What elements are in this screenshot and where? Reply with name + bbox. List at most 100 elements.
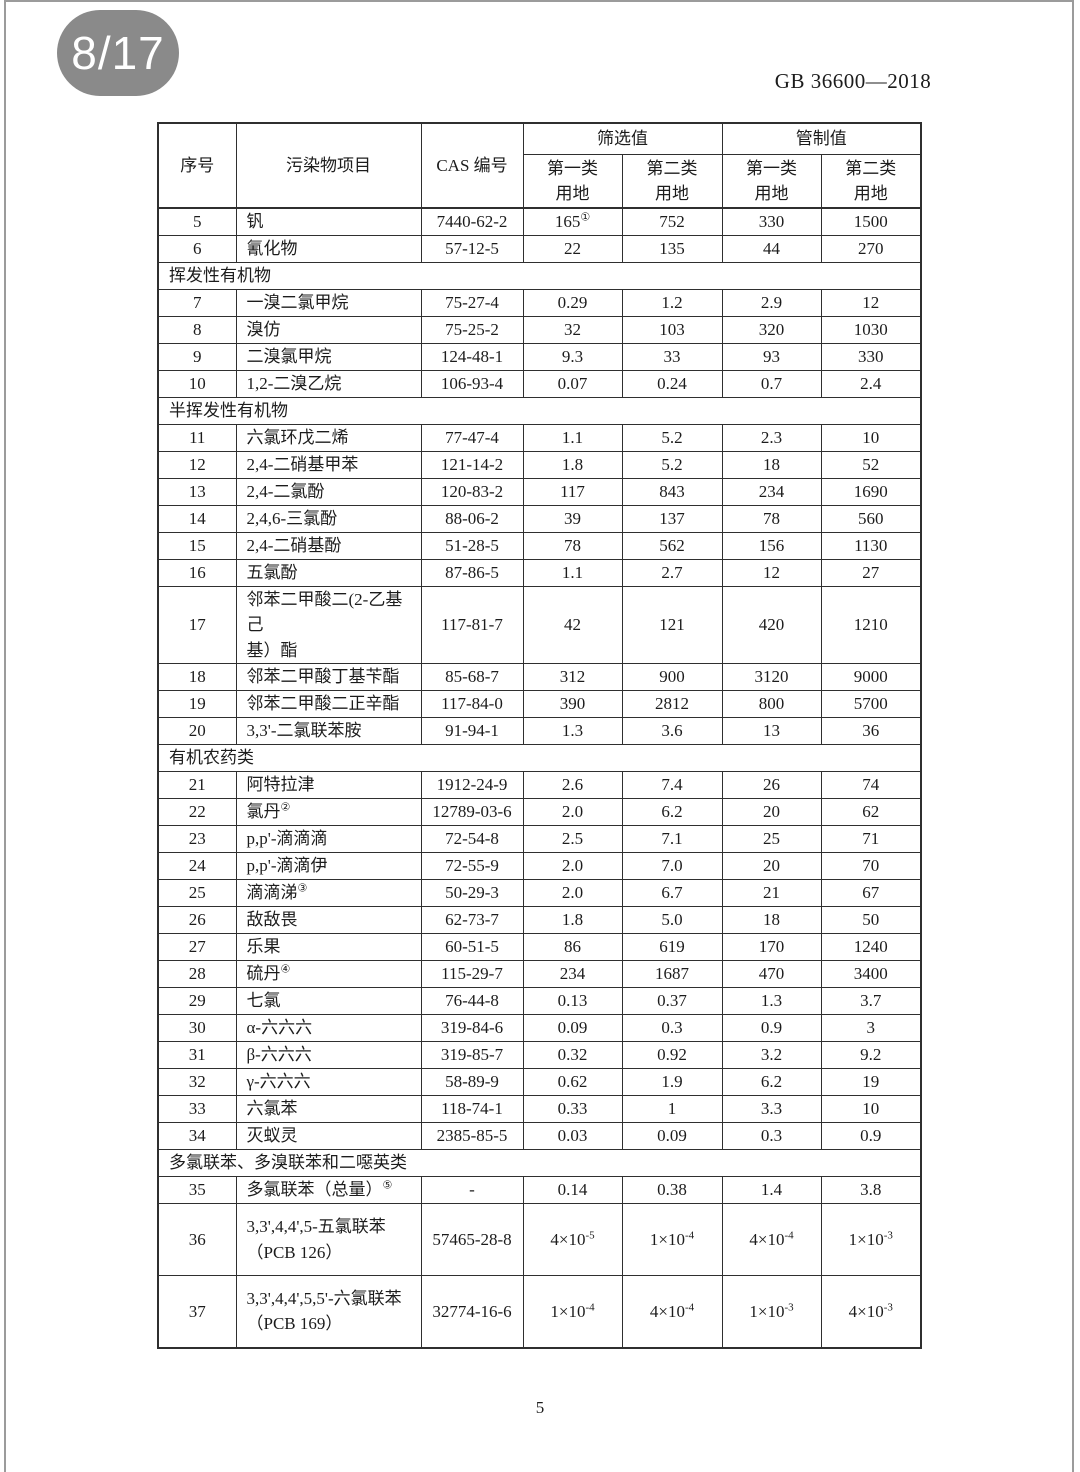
cell-control-second: 4×10-3 (820, 1275, 922, 1348)
cell-pollutant-name: 一溴二氯甲烷 (235, 288, 422, 317)
cell-pollutant-name: 氰化物 (235, 234, 422, 263)
cell-screening-second: 0.38 (621, 1176, 723, 1204)
header-cas: CAS 编号 (420, 122, 524, 209)
cell-cas: 57-12-5 (420, 234, 524, 263)
cell-screening-second: 0.24 (621, 369, 723, 398)
table-row: 7 一溴二氯甲烷 75-27-4 0.29 1.2 2.9 12 (157, 288, 922, 317)
cell-cas: 118-74-1 (420, 1095, 524, 1123)
header-control-group: 管制值 (721, 122, 922, 155)
cell-control-second: 1690 (820, 477, 922, 506)
cell-cas: 85-68-7 (420, 663, 524, 691)
cell-no: 19 (157, 690, 237, 718)
cell-cas: 120-83-2 (420, 477, 524, 506)
cell-screening-second: 103 (621, 315, 723, 344)
cell-screening-second: 2.7 (621, 558, 723, 587)
cell-pollutant-name: 二溴氯甲烷 (235, 342, 422, 371)
page-indicator-label: 8/17 (71, 27, 165, 79)
cell-control-second: 10 (820, 1095, 922, 1123)
table-row: 20 3,3'-二氯联苯胺 91-94-1 1.3 3.6 13 36 (157, 717, 922, 745)
cell-screening-first: 9.3 (522, 342, 623, 371)
cell-control-second: 9.2 (820, 1041, 922, 1069)
table-row: 28 硫丹④ 115-29-7 234 1687 470 3400 (157, 960, 922, 988)
cell-cas: 12789-03-6 (420, 798, 524, 826)
footnote-superscript: -4 (784, 1229, 794, 1242)
cell-control-first: 470 (721, 960, 822, 988)
cell-pollutant-name: 3,3',4,4',5,5'-六氯联苯 （PCB 169） (235, 1275, 422, 1348)
table-row: 15 2,4-二硝基酚 51-28-5 78 562 156 1130 (157, 531, 922, 560)
cell-no: 8 (157, 315, 237, 344)
cell-screening-second: 137 (621, 504, 723, 533)
footnote-superscript: ③ (297, 882, 308, 895)
cell-pollutant-name: 2,4-二硝基甲苯 (235, 450, 422, 479)
cell-screening-second: 752 (621, 207, 723, 236)
cell-cas: 60-51-5 (420, 933, 524, 961)
cell-screening-first: 78 (522, 531, 623, 560)
cell-control-second: 19 (820, 1068, 922, 1096)
cell-no: 27 (157, 933, 237, 961)
section-label: 挥发性有机物 (157, 261, 922, 290)
cell-control-second: 5700 (820, 690, 922, 718)
cell-control-first: 4×10-4 (721, 1203, 822, 1276)
cell-pollutant-name: 1,2-二溴乙烷 (235, 369, 422, 398)
cell-pollutant-name: 阿特拉津 (235, 771, 422, 799)
cell-screening-first: 0.62 (522, 1068, 623, 1096)
cell-screening-first: 2.0 (522, 798, 623, 826)
cell-screening-second: 121 (621, 585, 723, 664)
cell-cas: 72-54-8 (420, 825, 524, 853)
cell-cas: 2385-85-5 (420, 1122, 524, 1150)
header-control-second-land: 第二类 用地 (820, 154, 922, 209)
cell-screening-second: 6.7 (621, 879, 723, 907)
header-row-subcolumns: 第一类 用地 第二类 用地 第一类 用地 第二类 用地 (158, 154, 922, 209)
table-row: 34 灭蚁灵 2385-85-5 0.03 0.09 0.3 0.9 (157, 1122, 922, 1150)
header-screening-second-land: 第二类 用地 (621, 154, 723, 209)
cell-control-second: 62 (820, 798, 922, 826)
cell-control-first: 420 (721, 585, 822, 664)
cell-control-first: 330 (721, 207, 822, 236)
cell-control-second: 36 (820, 717, 922, 745)
cell-screening-second: 7.1 (621, 825, 723, 853)
cell-screening-first: 0.32 (522, 1041, 623, 1069)
table-row: 29 七氯 76-44-8 0.13 0.37 1.3 3.7 (157, 987, 922, 1015)
section-label: 有机农药类 (157, 744, 922, 772)
cell-control-first: 0.9 (721, 1014, 822, 1042)
cell-control-first: 0.3 (721, 1122, 822, 1150)
cell-cas: 1912-24-9 (420, 771, 524, 799)
cell-cas: 117-84-0 (420, 690, 524, 718)
table-header: 序号 污染物项目 CAS 编号 筛选值 管制值 第一类 用地 第二类 用地 第一… (157, 122, 922, 209)
cell-cas: 319-84-6 (420, 1014, 524, 1042)
header-no: 序号 (157, 122, 237, 209)
table-row: 9 二溴氯甲烷 124-48-1 9.3 33 93 330 (157, 342, 922, 371)
cell-screening-first: 86 (522, 933, 623, 961)
cell-screening-second: 1 (621, 1095, 723, 1123)
cell-screening-first: 0.14 (522, 1176, 623, 1204)
cell-cas: 58-89-9 (420, 1068, 524, 1096)
table-row: 12 2,4-二硝基甲苯 121-14-2 1.8 5.2 18 52 (157, 450, 922, 479)
header-row-groups: 序号 污染物项目 CAS 编号 筛选值 管制值 (157, 122, 922, 209)
cell-cas: 32774-16-6 (420, 1275, 524, 1348)
cell-control-first: 25 (721, 825, 822, 853)
cell-pollutant-name: 六氯苯 (235, 1095, 422, 1123)
footnote-superscript: -5 (585, 1229, 595, 1242)
table-row: 27 乐果 60-51-5 86 619 170 1240 (157, 933, 922, 961)
cell-control-second: 12 (820, 288, 922, 317)
table-row: 13 2,4-二氯酚 120-83-2 117 843 234 1690 (157, 477, 922, 506)
cell-screening-second: 4×10-4 (621, 1275, 723, 1348)
cell-cas: 77-47-4 (420, 423, 524, 452)
cell-control-first: 1.3 (721, 987, 822, 1015)
cell-control-second: 1030 (820, 315, 922, 344)
cell-cas: 87-86-5 (420, 558, 524, 587)
table-row: 26 敌敌畏 62-73-7 1.8 5.0 18 50 (157, 906, 922, 934)
cell-control-second: 3.8 (820, 1176, 922, 1204)
cell-screening-first: 2.5 (522, 825, 623, 853)
cell-control-first: 12 (721, 558, 822, 587)
cell-no: 34 (157, 1122, 237, 1150)
table-row: 6 氰化物 57-12-5 22 135 44 270 (157, 234, 922, 263)
cell-screening-second: 7.4 (621, 771, 723, 799)
cell-screening-first: 0.03 (522, 1122, 623, 1150)
cell-screening-second: 6.2 (621, 798, 723, 826)
cell-screening-second: 1687 (621, 960, 723, 988)
section-row: 多氯联苯、多溴联苯和二噁英类 (157, 1149, 922, 1177)
cell-control-second: 50 (820, 906, 922, 934)
cell-screening-first: 4×10-5 (522, 1203, 623, 1276)
cell-pollutant-name: γ-六六六 (235, 1068, 422, 1096)
